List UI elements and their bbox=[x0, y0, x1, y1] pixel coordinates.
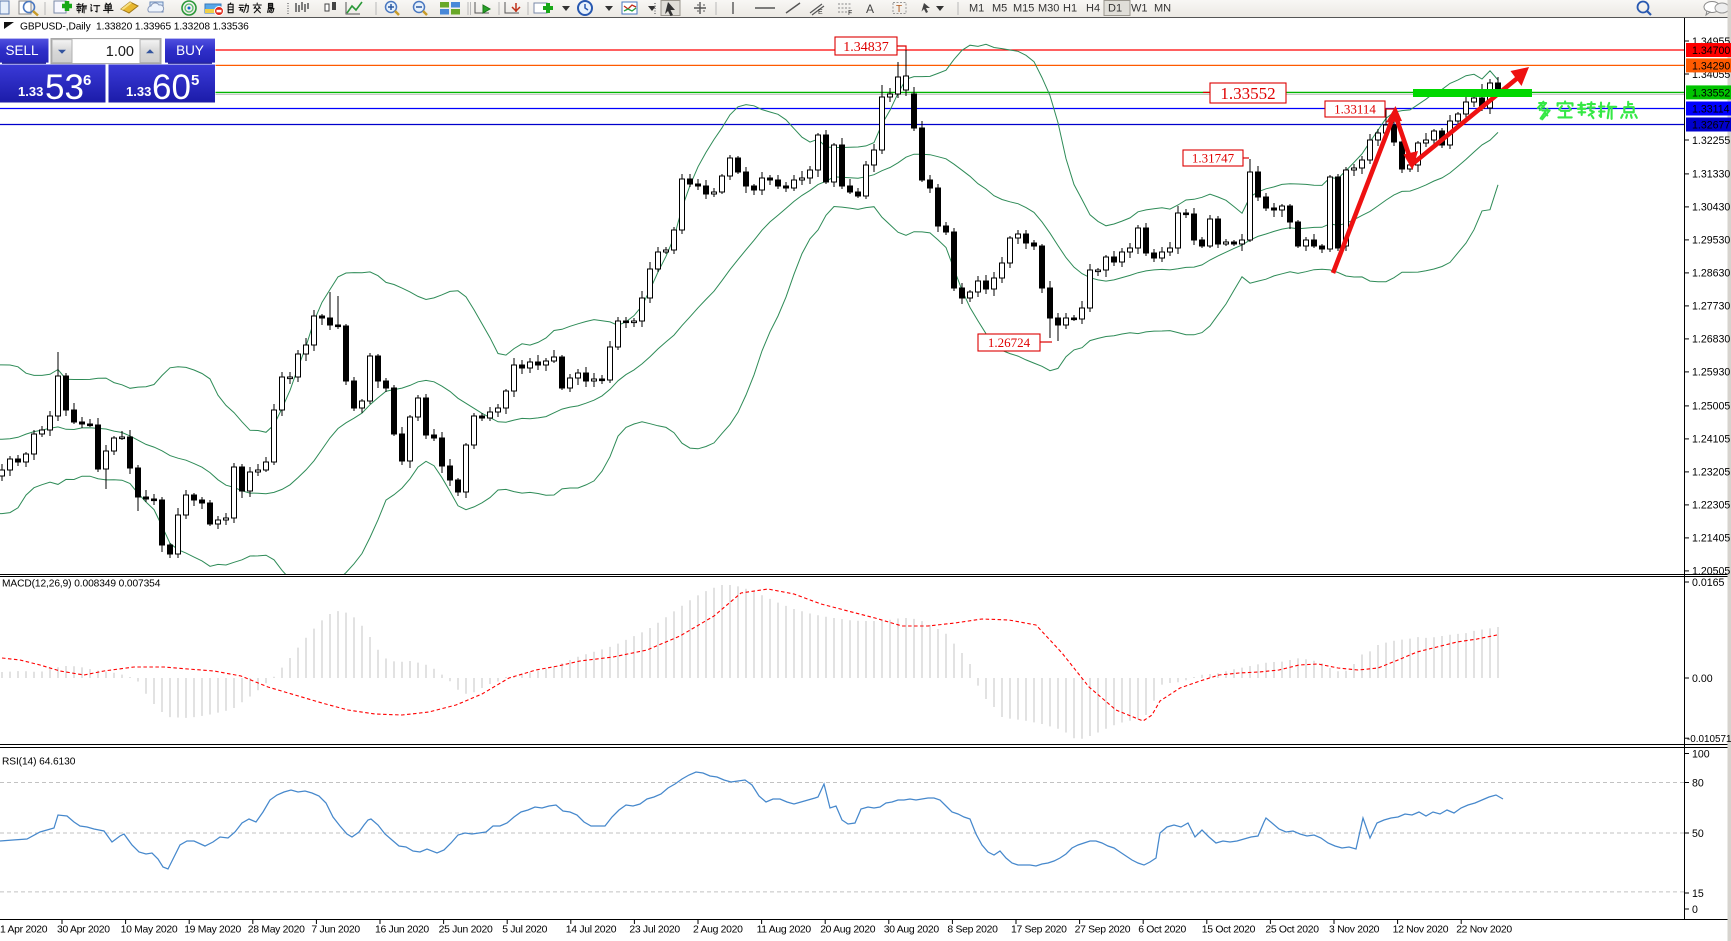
svg-text:1.34700: 1.34700 bbox=[1692, 45, 1730, 57]
svg-text:19 May 2020: 19 May 2020 bbox=[184, 925, 241, 936]
svg-text:E: E bbox=[818, 9, 823, 16]
svg-text:M30: M30 bbox=[1038, 3, 1059, 15]
svg-text:H4: H4 bbox=[1086, 3, 1100, 15]
svg-text:F: F bbox=[848, 10, 852, 17]
svg-text:1.33114: 1.33114 bbox=[1334, 102, 1376, 117]
svg-text:50: 50 bbox=[1692, 828, 1704, 840]
svg-text:20 Aug 2020: 20 Aug 2020 bbox=[820, 925, 876, 936]
svg-text:1.33552: 1.33552 bbox=[1220, 84, 1275, 103]
svg-text:25 Oct 2020: 25 Oct 2020 bbox=[1265, 925, 1319, 936]
svg-text:80: 80 bbox=[1692, 777, 1704, 789]
svg-text:23 Jul 2020: 23 Jul 2020 bbox=[629, 925, 680, 936]
svg-text:M5: M5 bbox=[992, 3, 1007, 15]
svg-text:16 Jun 2020: 16 Jun 2020 bbox=[375, 925, 429, 936]
svg-text:1.33114: 1.33114 bbox=[1692, 104, 1730, 116]
svg-text:6: 6 bbox=[83, 72, 91, 89]
svg-text:53: 53 bbox=[45, 68, 84, 107]
svg-text:0.00: 0.00 bbox=[1692, 673, 1713, 685]
svg-text:SELL: SELL bbox=[5, 43, 39, 58]
svg-text:1.20505: 1.20505 bbox=[1692, 566, 1730, 578]
svg-text:1.32677: 1.32677 bbox=[1692, 120, 1730, 132]
svg-text:1.24105: 1.24105 bbox=[1692, 434, 1730, 446]
svg-text:8 Sep 2020: 8 Sep 2020 bbox=[947, 925, 998, 936]
svg-text:12 Nov 2020: 12 Nov 2020 bbox=[1393, 925, 1449, 936]
svg-text:GBPUSD-,Daily 1.33820 1.33965: GBPUSD-,Daily 1.33820 1.33965 1.33208 1.… bbox=[20, 22, 249, 33]
svg-text:2 Aug 2020: 2 Aug 2020 bbox=[693, 925, 743, 936]
svg-text:25 Jun 2020: 25 Jun 2020 bbox=[439, 925, 493, 936]
svg-text:1.25930: 1.25930 bbox=[1692, 367, 1730, 379]
svg-text:1.25005: 1.25005 bbox=[1692, 401, 1730, 413]
svg-text:1.34290: 1.34290 bbox=[1692, 60, 1730, 72]
svg-text:-0.010571: -0.010571 bbox=[1687, 734, 1731, 745]
svg-text:14 Jul 2020: 14 Jul 2020 bbox=[566, 925, 617, 936]
svg-text:1.26724: 1.26724 bbox=[988, 335, 1031, 350]
svg-text:60: 60 bbox=[152, 68, 191, 107]
svg-text:15: 15 bbox=[1692, 888, 1704, 900]
svg-text:W1: W1 bbox=[1131, 3, 1148, 15]
svg-text:30 Aug 2020: 30 Aug 2020 bbox=[884, 925, 940, 936]
svg-text:1.21405: 1.21405 bbox=[1692, 533, 1730, 545]
svg-text:M15: M15 bbox=[1013, 3, 1034, 15]
svg-text:5 Jul 2020: 5 Jul 2020 bbox=[502, 925, 547, 936]
svg-text:5: 5 bbox=[191, 72, 199, 89]
svg-text:11 Aug 2020: 11 Aug 2020 bbox=[757, 925, 812, 936]
svg-text:6 Oct 2020: 6 Oct 2020 bbox=[1138, 925, 1186, 936]
svg-text:MN: MN bbox=[1154, 3, 1171, 15]
svg-text:17 Sep 2020: 17 Sep 2020 bbox=[1011, 925, 1067, 936]
svg-text:T: T bbox=[896, 4, 902, 15]
svg-text:A: A bbox=[866, 2, 874, 16]
svg-text:RSI(14) 64.6130: RSI(14) 64.6130 bbox=[2, 757, 76, 768]
svg-text:100: 100 bbox=[1692, 748, 1710, 760]
svg-text:1.33: 1.33 bbox=[18, 84, 43, 99]
svg-text:0.0165: 0.0165 bbox=[1692, 577, 1725, 589]
svg-text:1.22305: 1.22305 bbox=[1692, 500, 1730, 512]
svg-text:D1: D1 bbox=[1108, 3, 1122, 15]
svg-text:28 May 2020: 28 May 2020 bbox=[248, 925, 305, 936]
svg-text:1.26830: 1.26830 bbox=[1692, 334, 1730, 346]
svg-text:1.31747: 1.31747 bbox=[1192, 151, 1235, 166]
svg-text:1.31330: 1.31330 bbox=[1692, 169, 1730, 181]
svg-text:15 Oct 2020: 15 Oct 2020 bbox=[1202, 925, 1256, 936]
svg-text:7 Jun 2020: 7 Jun 2020 bbox=[311, 925, 360, 936]
svg-text:M1: M1 bbox=[969, 3, 984, 15]
svg-text:1.23205: 1.23205 bbox=[1692, 467, 1730, 479]
svg-text:3 Nov 2020: 3 Nov 2020 bbox=[1329, 925, 1380, 936]
svg-text:1.28630: 1.28630 bbox=[1692, 268, 1730, 280]
svg-text:27 Sep 2020: 27 Sep 2020 bbox=[1075, 925, 1131, 936]
svg-text:1.33552: 1.33552 bbox=[1692, 87, 1730, 99]
svg-text:H1: H1 bbox=[1063, 3, 1077, 15]
svg-text:1.33: 1.33 bbox=[126, 84, 151, 99]
svg-text:1.34837: 1.34837 bbox=[843, 40, 889, 55]
svg-text:22 Nov 2020: 22 Nov 2020 bbox=[1456, 925, 1512, 936]
svg-text:1.32255: 1.32255 bbox=[1692, 135, 1730, 147]
svg-text:MACD(12,26,9) 0.008349 0.00735: MACD(12,26,9) 0.008349 0.007354 bbox=[2, 579, 161, 590]
svg-text:1.29530: 1.29530 bbox=[1692, 235, 1730, 247]
svg-text:30 Apr 2020: 30 Apr 2020 bbox=[57, 925, 110, 936]
svg-text:0: 0 bbox=[1692, 904, 1698, 916]
svg-text:1.00: 1.00 bbox=[106, 44, 134, 60]
svg-text:1 Apr 2020: 1 Apr 2020 bbox=[0, 925, 48, 936]
svg-text:1.30430: 1.30430 bbox=[1692, 202, 1730, 214]
svg-text:1.27730: 1.27730 bbox=[1692, 301, 1730, 313]
svg-text:10 May 2020: 10 May 2020 bbox=[121, 925, 178, 936]
svg-text:BUY: BUY bbox=[176, 43, 204, 58]
